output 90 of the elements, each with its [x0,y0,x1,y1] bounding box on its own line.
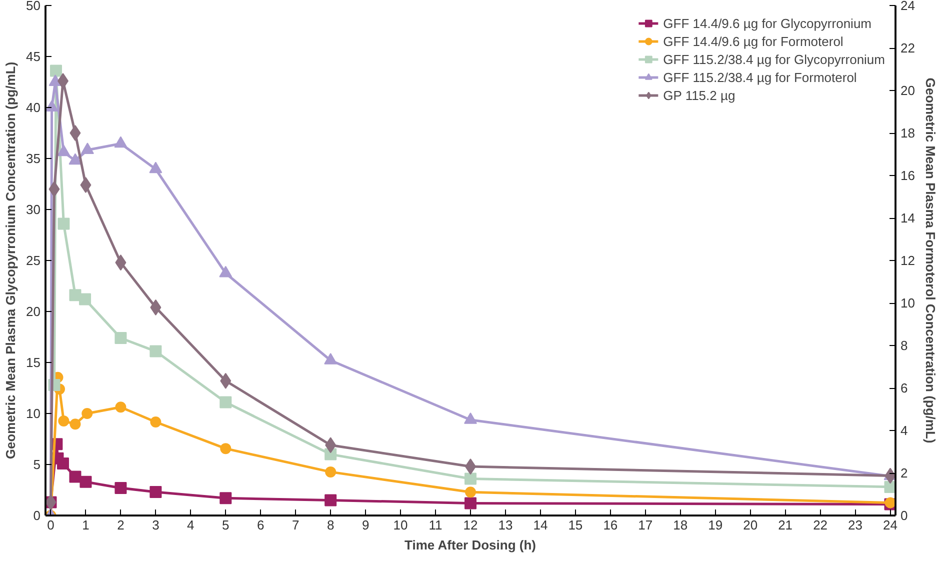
x-tick-label: 12 [463,518,478,532]
y2-tick-label: 22 [900,40,915,56]
y2-tick-label: 8 [900,338,908,353]
x-tick-label: 19 [708,518,723,532]
x-tick-label: 4 [187,518,194,532]
y2-tick-label: 16 [900,168,915,183]
point [114,482,127,494]
y2-tick-label: 0 [900,508,908,523]
x-tick-label: 14 [533,518,548,532]
y2-tick-label: 10 [900,296,915,310]
legend-label: GP 115.2 µg [663,87,736,103]
x-tick-label: 6 [257,518,264,532]
y-tick-label: 5 [33,457,41,472]
point [150,345,162,358]
point [220,396,232,408]
point [80,476,92,488]
y2-tick-label: 6 [900,380,908,396]
point [219,266,232,278]
legend-label: GFF 115.2/38.4 µg for Formoterol [663,69,857,85]
x-tick-label: 0 [47,518,54,532]
point [79,293,92,306]
x-tick-label: 5 [222,518,230,532]
point [324,352,338,364]
y-tick-label: 10 [26,406,41,421]
y2-tick-label: 2 [900,466,908,480]
y2-tick-label: 18 [900,126,915,140]
x-tick-label: 1 [82,518,90,532]
point [464,472,476,485]
x-tick-label: 11 [428,518,442,532]
y-tick-label: 50 [26,0,41,13]
point [465,486,476,498]
x-tick-label: 17 [638,518,653,532]
point [58,415,70,426]
point [114,332,127,344]
point [56,457,69,470]
legend-label: GFF 115.2/38.4 µg for Glycopyrronium [663,51,885,67]
y2-tick-label: 24 [900,0,915,13]
y-tick-label: 35 [26,151,41,166]
x-tick-label: 9 [362,518,370,532]
x-tick-label: 16 [603,518,618,532]
x-tick-label: 2 [117,518,124,532]
x-tick-label: 23 [848,518,863,532]
point [70,418,81,430]
y-tick-label: 45 [26,49,41,64]
point [324,494,337,506]
point [80,142,94,154]
point [69,470,82,483]
y2-tick-label: 14 [900,210,915,226]
y2-tick-label: 20 [900,83,915,98]
x-tick-label: 20 [743,518,758,532]
y-tick-label: 40 [26,100,41,115]
x-tick-label: 18 [673,518,688,532]
point [464,497,476,510]
x-axis-title: Time After Dosing (h) [404,538,536,552]
x-tick-label: 10 [393,518,408,532]
point [46,100,58,112]
legend-label: GFF 14.4/9.6 µg for Formoterol [663,33,844,49]
y-tick-label: 0 [33,508,41,523]
point [114,136,128,148]
y-tick-label: 15 [26,355,41,370]
x-tick-label: 15 [568,518,583,532]
y2-tick-label: 12 [900,253,915,268]
point [69,289,82,302]
point [150,416,162,428]
point [150,486,162,498]
point [220,492,232,504]
x-tick-label: 3 [152,518,160,532]
point [325,466,336,478]
y-axis-title: Geometric Mean Plasma Glycopyrronium Concentration (pg/mL) [3,62,18,460]
x-tick-label: 22 [813,518,828,532]
x-tick-label: 8 [326,518,334,532]
x-tick-label: 21 [778,518,793,532]
point [220,443,232,454]
point [70,125,81,141]
point [149,162,162,174]
y-tick-label: 20 [26,304,41,319]
point [58,218,70,230]
point [115,402,126,413]
point [68,153,82,165]
y-tick-label: 25 [26,253,41,268]
point [82,408,93,419]
y-tick-label: 30 [26,202,41,217]
point [50,64,62,77]
point [57,144,70,156]
y2-tick-label: 4 [900,423,908,438]
legend-label: GFF 14.4/9.6 µg for Glycopyrronium [663,15,872,31]
y2-axis-title: Geometric Mean Plasma Formoterol Concentration (pg/mL) [922,78,938,444]
x-tick-label: 24 [883,518,898,532]
x-tick-label: 13 [498,518,513,532]
x-tick-label: 7 [292,518,300,532]
